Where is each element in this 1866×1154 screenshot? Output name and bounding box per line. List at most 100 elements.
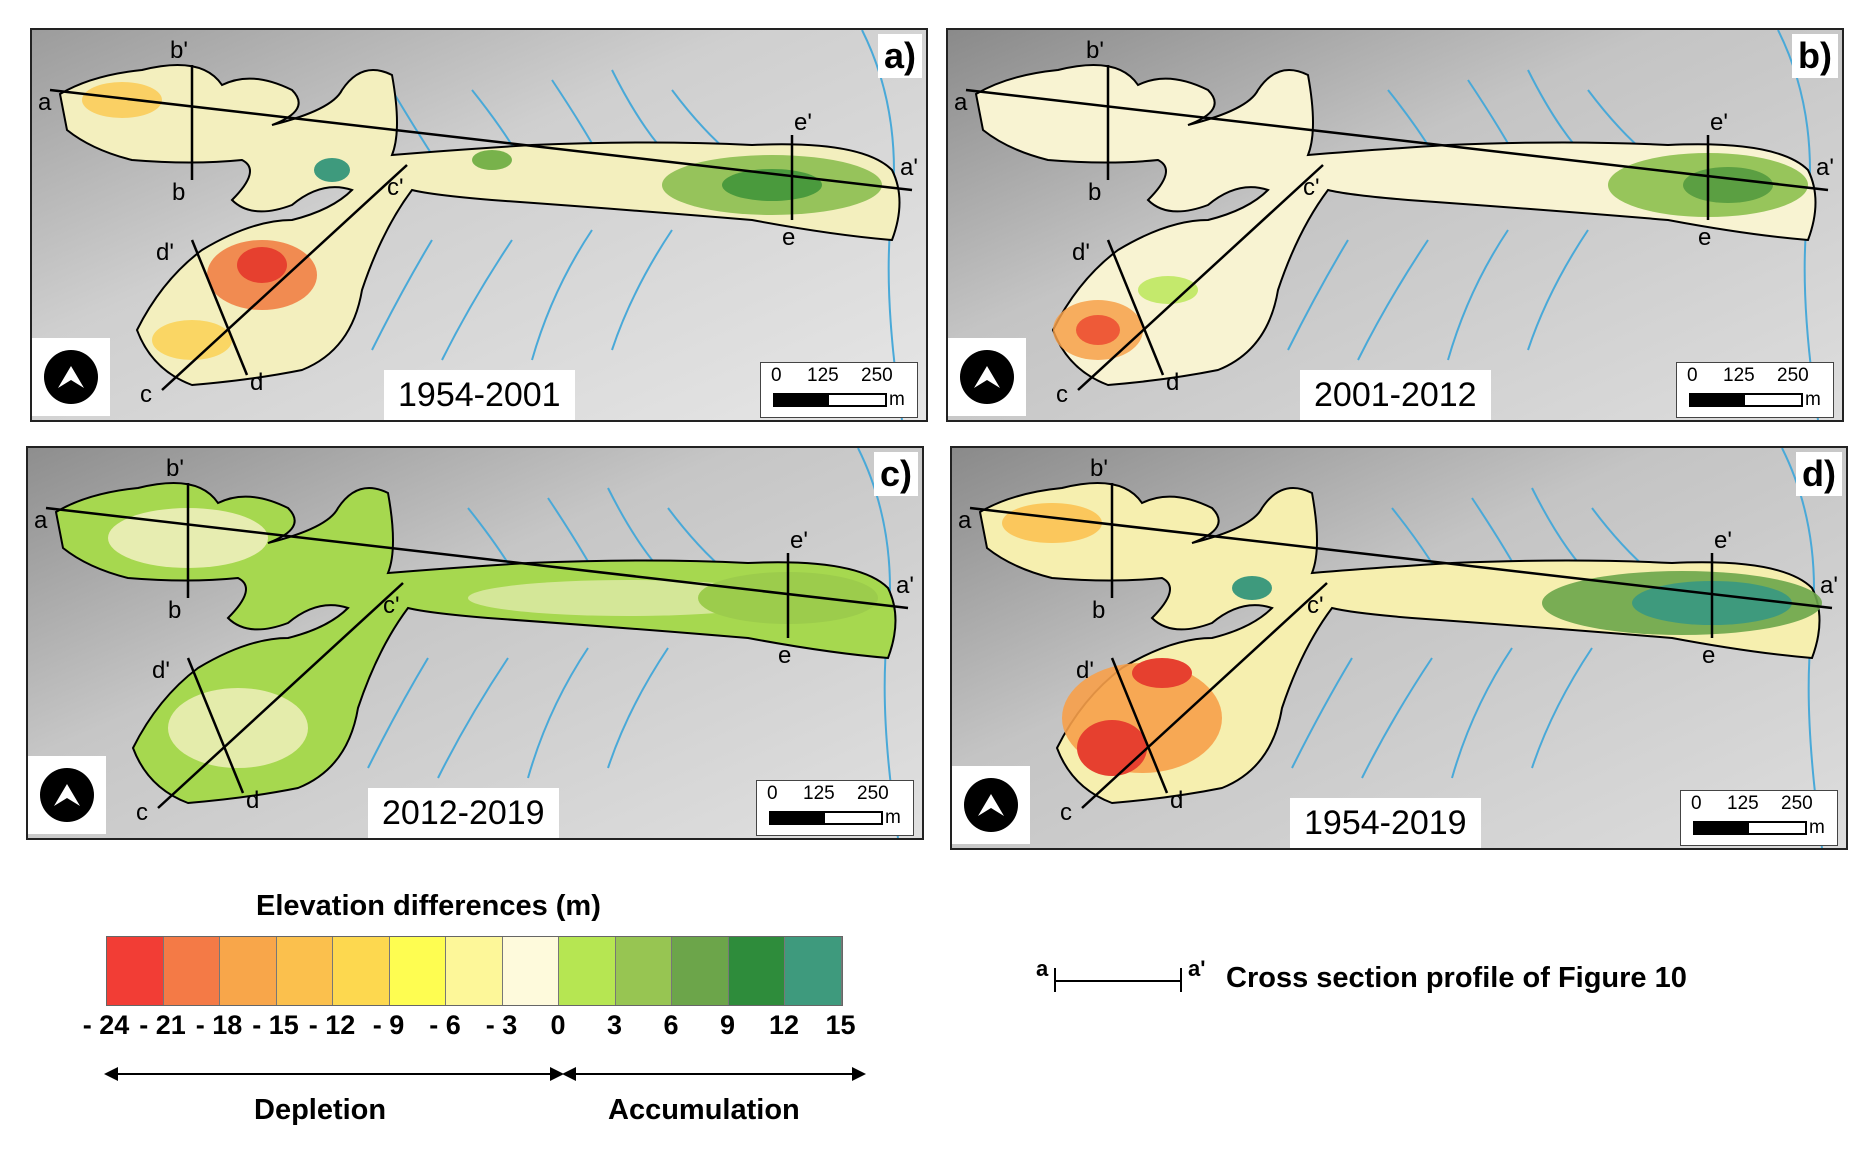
profile-label-a: a [34, 507, 48, 534]
profile-label-d: d [250, 369, 263, 396]
map-panel-b: a a' b b' c c' d d' e e' b) 2001-2012 0 … [946, 28, 1844, 422]
profile-label-d: d [1166, 369, 1179, 396]
legend-tick-label: 6 [663, 1010, 679, 1040]
profile-label-c: c [1060, 799, 1072, 826]
panel-c-period: 2012-2019 [368, 788, 559, 838]
depletion-arrowhead-right-icon [550, 1067, 564, 1081]
profile-label-c: c [136, 799, 148, 826]
profile-label-b: b [172, 179, 185, 206]
accumulation-arrowhead-right-icon [852, 1067, 866, 1081]
profile-label-e: e [1698, 224, 1711, 251]
profile-label-b-prime: b' [1090, 455, 1108, 482]
cross-section-label: Cross section profile of Figure 10 [1226, 962, 1687, 994]
cross-section-line-icon [1054, 980, 1182, 982]
profile-label-b: b [1088, 179, 1101, 206]
legend-swatch-6 [446, 937, 503, 1005]
depletion-label: Depletion [254, 1094, 387, 1126]
map-panel-c-canvas: a a' b b' c c' d d' e e' [28, 448, 922, 838]
legend-tick-label: 3 [606, 1010, 623, 1040]
legend-tick-label: 12 [768, 1010, 800, 1040]
accumulation-label: Accumulation [608, 1094, 800, 1126]
profile-label-c-prime: c' [383, 592, 400, 619]
depletion-arrow [106, 1073, 560, 1075]
legend-swatch-5 [389, 937, 446, 1005]
profile-label-a: a [38, 89, 52, 116]
legend-tick-label: - 12 [308, 1010, 356, 1040]
legend-tick-label: - 21 [139, 1010, 186, 1040]
legend-tick-label: - 15 [252, 1010, 299, 1040]
panel-b-letter: b) [1792, 34, 1838, 78]
accumulation-arrowhead-left-icon [562, 1067, 576, 1081]
legend-swatch-9 [615, 937, 672, 1005]
panel-c-letter: c) [873, 452, 918, 496]
legend-swatch-3 [276, 937, 333, 1005]
profile-label-b: b [168, 597, 181, 624]
profile-label-d: d [1170, 787, 1183, 814]
map-panel-a-canvas: a a' b b' c c' d d' e e' [32, 30, 926, 420]
profile-label-c: c [140, 381, 152, 408]
legend-swatch-8 [559, 937, 616, 1005]
profile-label-a: a [954, 89, 968, 116]
legend-tick-label: 0 [550, 1010, 566, 1040]
north-arrow-icon [28, 756, 106, 834]
legend-tick-label: - 9 [372, 1010, 405, 1040]
legend-swatch-0 [107, 937, 164, 1005]
legend-swatch-1 [163, 937, 220, 1005]
profile-label-b-prime: b' [170, 37, 188, 64]
depletion-arrowhead-left-icon [104, 1067, 118, 1081]
profile-label-e-prime: e' [794, 109, 812, 136]
color-ramp [106, 936, 843, 1006]
map-panel-d-canvas: a a' b b' c c' d d' e e' [952, 448, 1846, 848]
profile-label-a-prime: a' [896, 572, 914, 599]
profile-label-d-prime: d' [1072, 239, 1090, 266]
panel-d-period: 1954-2019 [1290, 798, 1481, 848]
profile-label-e: e [782, 224, 795, 251]
north-arrow-icon [32, 338, 110, 416]
legend-swatch-2 [220, 937, 277, 1005]
profile-label-d-prime: d' [156, 239, 174, 266]
profile-label-e-prime: e' [790, 527, 808, 554]
profile-label-b-prime: b' [1086, 37, 1104, 64]
profile-label-e-prime: e' [1710, 109, 1728, 136]
cross-section-tick-right [1180, 968, 1182, 992]
scale-bar: 0 125 250 m [760, 362, 918, 418]
profile-label-e: e [778, 642, 791, 669]
profile-label-a-prime: a' [900, 154, 918, 181]
profile-label-c-prime: c' [1303, 174, 1320, 201]
profile-label-e: e [1702, 642, 1715, 669]
north-arrow-icon [948, 338, 1026, 416]
north-arrow-icon [952, 766, 1030, 844]
legend-tick-label: 9 [719, 1010, 736, 1040]
scale-bar: 0 125 250 m [1676, 362, 1834, 418]
profile-label-d-prime: d' [1076, 657, 1094, 684]
profile-label-c-prime: c' [1307, 592, 1324, 619]
profile-label-d-prime: d' [152, 657, 170, 684]
cross-section-end-label: a' [1188, 956, 1206, 981]
accumulation-arrow [564, 1073, 860, 1075]
legend-swatch-4 [333, 937, 390, 1005]
legend-tick-label: 15 [825, 1010, 856, 1040]
legend-swatch-7 [502, 937, 559, 1005]
map-panel-a: a a' b b' c c' d d' e e' a) 1954-2001 0 … [30, 28, 928, 422]
legend-swatch-11 [728, 937, 785, 1005]
legend-tick-label: - 6 [429, 1010, 461, 1040]
profile-label-b-prime: b' [166, 455, 184, 482]
profile-label-c-prime: c' [387, 174, 404, 201]
panel-a-letter: a) [877, 34, 922, 78]
legend-tick-label: - 24 [82, 1010, 130, 1040]
profile-label-d: d [246, 787, 259, 814]
profile-label-e-prime: e' [1714, 527, 1732, 554]
cross-section-tick-left [1054, 968, 1056, 992]
panel-b-period: 2001-2012 [1300, 370, 1491, 420]
legend-title: Elevation differences (m) [256, 890, 601, 922]
panel-d-letter: d) [1796, 452, 1842, 496]
scale-bar: 0 125 250 m [756, 780, 914, 836]
legend-tick-label: - 18 [195, 1010, 243, 1040]
profile-label-a-prime: a' [1820, 572, 1838, 599]
profile-label-c: c [1056, 381, 1068, 408]
cross-section-start-label: a [1036, 956, 1049, 981]
map-panel-d: a a' b b' c c' d d' e e' d) 1954-2019 0 … [950, 446, 1848, 850]
map-panel-c: a a' b b' c c' d d' e e' c) 2012-2019 0 … [26, 446, 924, 840]
profile-label-a: a [958, 507, 972, 534]
scale-bar: 0 125 250 m [1680, 790, 1838, 846]
